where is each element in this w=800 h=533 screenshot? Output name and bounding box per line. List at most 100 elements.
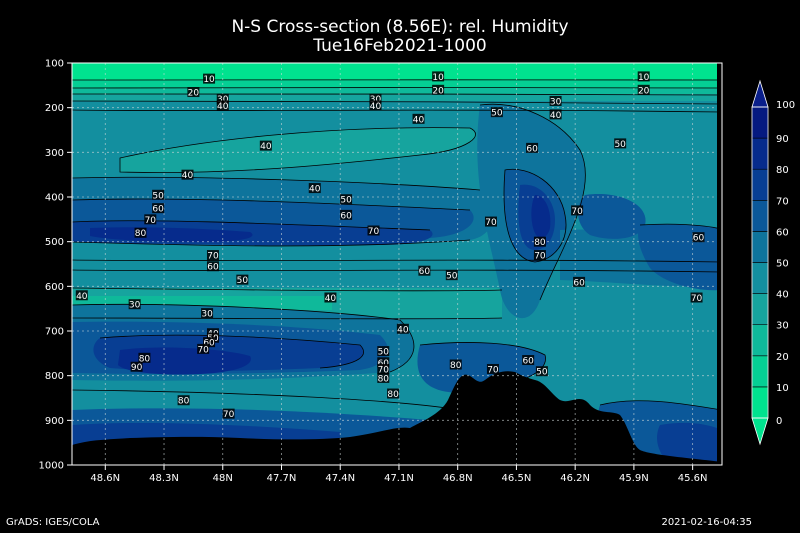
colorbar-upper-arrow [751, 79, 769, 108]
contour-label-bg [128, 299, 141, 310]
contour-label: 80 [533, 236, 546, 248]
contour-label-text: 40 [182, 171, 194, 181]
contour-line [479, 103, 586, 301]
y-axis: 100 200 300 400 500 600 700 800 900 1000 [39, 59, 72, 472]
contour-label: 40 [412, 113, 425, 125]
contour-label-text: 10 [638, 73, 650, 83]
colorbar: 0 10 20 30 40 50 60 70 80 90 100 [751, 79, 795, 446]
colorbar-segment [751, 200, 769, 232]
contour-label-text: 80 [178, 397, 190, 407]
contour-label-bg [614, 138, 627, 149]
contour-label-bg [387, 388, 400, 399]
contour-label-bg [222, 408, 235, 419]
contour-label: 60 [377, 357, 390, 369]
contour-label: 50 [236, 274, 249, 286]
contour-label-bg [367, 225, 380, 236]
contour-label: 50 [445, 270, 458, 282]
band-30-40 [72, 94, 722, 101]
colorbar-label: 80 [776, 165, 789, 176]
x-tick-label: 46.2N [560, 473, 590, 484]
contour-label: 70 [377, 363, 390, 375]
contour-label-text: 80 [387, 390, 399, 400]
contour-label-bg [369, 93, 382, 104]
contour-label-text: 50 [152, 191, 164, 201]
contour-label: 80 [177, 395, 190, 407]
contour-label: 80 [449, 359, 462, 371]
contour-label-text: 40 [370, 102, 382, 112]
x-tick-label: 46.8N [443, 473, 473, 484]
colorbar-label: 10 [776, 383, 789, 394]
contour-label-bg [216, 100, 229, 111]
contour-label-text: 50 [614, 140, 626, 150]
contour-label: 80 [387, 388, 400, 400]
south-low-80 [657, 422, 722, 465]
contour-label: 60 [206, 261, 219, 273]
contour-label: 50 [614, 138, 627, 150]
terrain-silhouette [72, 371, 722, 465]
contour-label-text: 40 [550, 111, 562, 121]
contour-line [72, 287, 503, 292]
contour-label-text: 50 [237, 276, 249, 286]
colorbar-segment [751, 355, 769, 388]
contour-label: 70 [486, 363, 499, 375]
contour-label-bg [203, 337, 216, 348]
contour-line [72, 317, 503, 320]
contour-label-text: 50 [446, 272, 458, 282]
east-cell-70 [578, 194, 646, 239]
low-core-90 [118, 347, 251, 375]
contour-line [72, 109, 722, 113]
contour-line [72, 259, 722, 263]
contour-label-bg [377, 346, 390, 357]
contour-label-text: 30 [217, 95, 229, 105]
contour-label-text: 60 [207, 263, 219, 273]
contour-label: 60 [526, 142, 539, 154]
contour-label: 50 [152, 189, 165, 201]
contour-label: 80 [138, 352, 151, 364]
contour-line [119, 127, 476, 173]
x-tick-label: 45.6N [678, 473, 708, 484]
colorbar-segment [751, 231, 769, 263]
contour-label-bg [134, 227, 147, 238]
contour-label-text: 40 [325, 294, 337, 304]
x-tick-label: 47.1N [384, 473, 414, 484]
contour-label-bg [549, 109, 562, 120]
chart-title-line2: Tue16Feb2021-1000 [313, 36, 487, 56]
contour-label-bg [340, 194, 353, 205]
contour-label: 40 [75, 290, 88, 302]
contour-label-bg [377, 363, 390, 374]
contour-label-text: 70 [207, 252, 219, 262]
contour-label: 90 [130, 361, 143, 373]
contour-line [72, 239, 471, 247]
contour-label-text: 70 [691, 294, 703, 304]
grid-layer [72, 63, 722, 465]
contour-label: 40 [324, 292, 337, 304]
contour-label-text: 80 [450, 361, 462, 371]
contour-label: 50 [535, 366, 548, 378]
contour-label: 70 [690, 292, 703, 304]
contour-label-bg [75, 290, 88, 301]
contour-label-text: 50 [378, 348, 390, 358]
contour-label-text: 40 [260, 142, 272, 152]
contour-label-text: 70 [368, 227, 380, 237]
colorbar-label: 90 [776, 134, 789, 145]
right-edge-strip [717, 63, 722, 465]
contour-label: 20 [637, 84, 650, 96]
contour-label-text: 20 [432, 86, 444, 96]
contour-label: 40 [369, 100, 382, 112]
contour-label: 80 [377, 372, 390, 384]
colorbar-segment [751, 293, 769, 326]
contour-label-text: 40 [217, 102, 229, 112]
contour-label-text: 30 [550, 97, 562, 107]
contour-label: 30 [128, 299, 141, 311]
contour-label-text: 80 [139, 354, 151, 364]
contour-label-bg [571, 205, 584, 216]
contour-label-text: 60 [526, 144, 538, 154]
contour-label-bg [206, 261, 219, 272]
colorbar-segment [751, 168, 769, 201]
colorbar-segment [751, 262, 769, 294]
contour-label-text: 60 [419, 267, 431, 277]
contour-label-text: 50 [340, 196, 352, 206]
colorbar-segment [751, 137, 769, 170]
contour-label-text: 90 [131, 363, 143, 373]
x-tick-label: 47.7N [267, 473, 297, 484]
